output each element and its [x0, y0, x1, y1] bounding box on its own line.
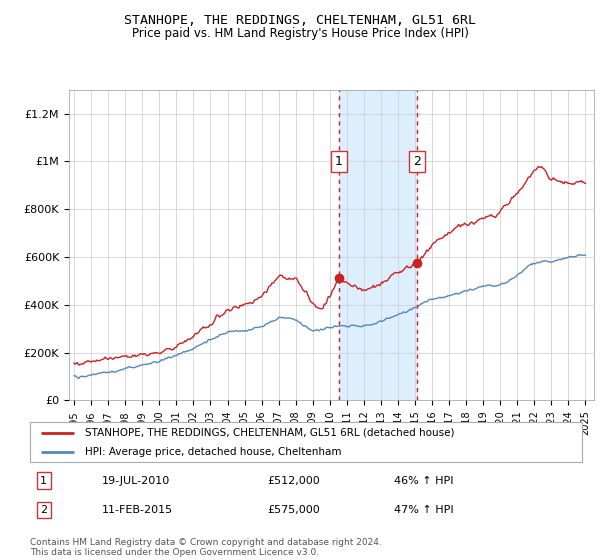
Text: STANHOPE, THE REDDINGS, CHELTENHAM, GL51 6RL (detached house): STANHOPE, THE REDDINGS, CHELTENHAM, GL51…	[85, 428, 455, 438]
Text: 19-JUL-2010: 19-JUL-2010	[102, 475, 170, 486]
Text: HPI: Average price, detached house, Cheltenham: HPI: Average price, detached house, Chel…	[85, 447, 342, 457]
Text: 11-FEB-2015: 11-FEB-2015	[102, 505, 173, 515]
Text: 2: 2	[413, 155, 421, 168]
Text: Contains HM Land Registry data © Crown copyright and database right 2024.
This d: Contains HM Land Registry data © Crown c…	[30, 538, 382, 557]
Text: 46% ↑ HPI: 46% ↑ HPI	[394, 475, 454, 486]
Text: £512,000: £512,000	[268, 475, 320, 486]
Text: 47% ↑ HPI: 47% ↑ HPI	[394, 505, 454, 515]
Text: 1: 1	[40, 475, 47, 486]
Text: 2: 2	[40, 505, 47, 515]
FancyBboxPatch shape	[30, 422, 582, 462]
Bar	[339, 90, 417, 400]
Text: STANHOPE, THE REDDINGS, CHELTENHAM, GL51 6RL: STANHOPE, THE REDDINGS, CHELTENHAM, GL51…	[124, 14, 476, 27]
Text: 1: 1	[335, 155, 343, 168]
Text: Price paid vs. HM Land Registry's House Price Index (HPI): Price paid vs. HM Land Registry's House …	[131, 27, 469, 40]
Text: £575,000: £575,000	[268, 505, 320, 515]
